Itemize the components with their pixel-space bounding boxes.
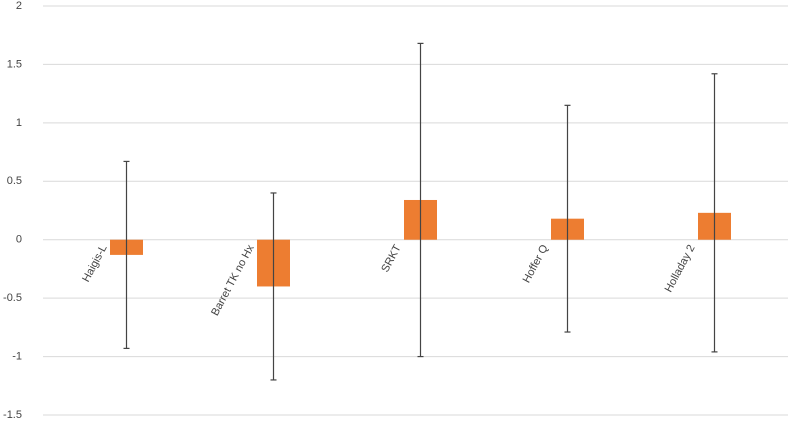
y-tick-label: 1 [16, 117, 22, 129]
x-tick-label: Haigis-L [80, 243, 110, 284]
x-tick-label: Barret TK no Hx [209, 242, 257, 318]
x-tick-label: SRKT [379, 243, 404, 275]
y-tick-label: -1 [12, 350, 22, 362]
y-tick-label: 2 [16, 0, 22, 12]
y-tick-label: 0.5 [7, 175, 22, 187]
y-tick-label: 0 [16, 234, 22, 246]
x-tick-label: Hoffer Q [521, 242, 551, 285]
x-tick-label: Holladay 2 [663, 243, 698, 295]
y-tick-label: -1.5 [3, 409, 22, 421]
y-tick-label: 1.5 [7, 58, 22, 70]
y-tick-label: -0.5 [3, 292, 22, 304]
